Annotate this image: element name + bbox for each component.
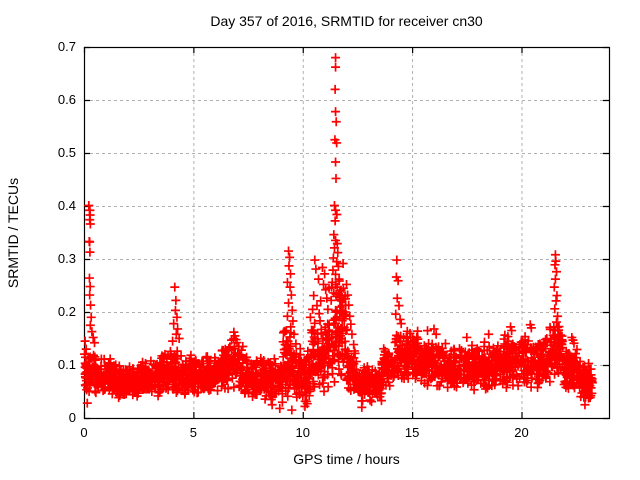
y-axis-title: SRMTID / TECUs	[5, 177, 21, 289]
x-tick-label: 5	[189, 425, 197, 440]
x-axis-title: GPS time / hours	[293, 451, 400, 467]
y-tick-label: 0.3	[57, 251, 76, 266]
chart-title: Day 357 of 2016, SRMTID for receiver cn3…	[210, 13, 483, 29]
y-tick-label: 0.2	[57, 304, 76, 319]
x-tick-label: 0	[80, 425, 88, 440]
y-tick-label: 0	[68, 410, 76, 425]
y-tick-label: 0.7	[57, 39, 76, 54]
y-tick-label: 0.5	[57, 145, 76, 160]
x-tick-label: 10	[295, 425, 310, 440]
x-tick-label: 15	[404, 425, 420, 440]
y-tick-label: 0.4	[57, 198, 76, 213]
y-tick-label: 0.1	[57, 357, 76, 372]
x-tick-label: 20	[514, 425, 529, 440]
y-tick-label: 0.6	[57, 92, 76, 107]
